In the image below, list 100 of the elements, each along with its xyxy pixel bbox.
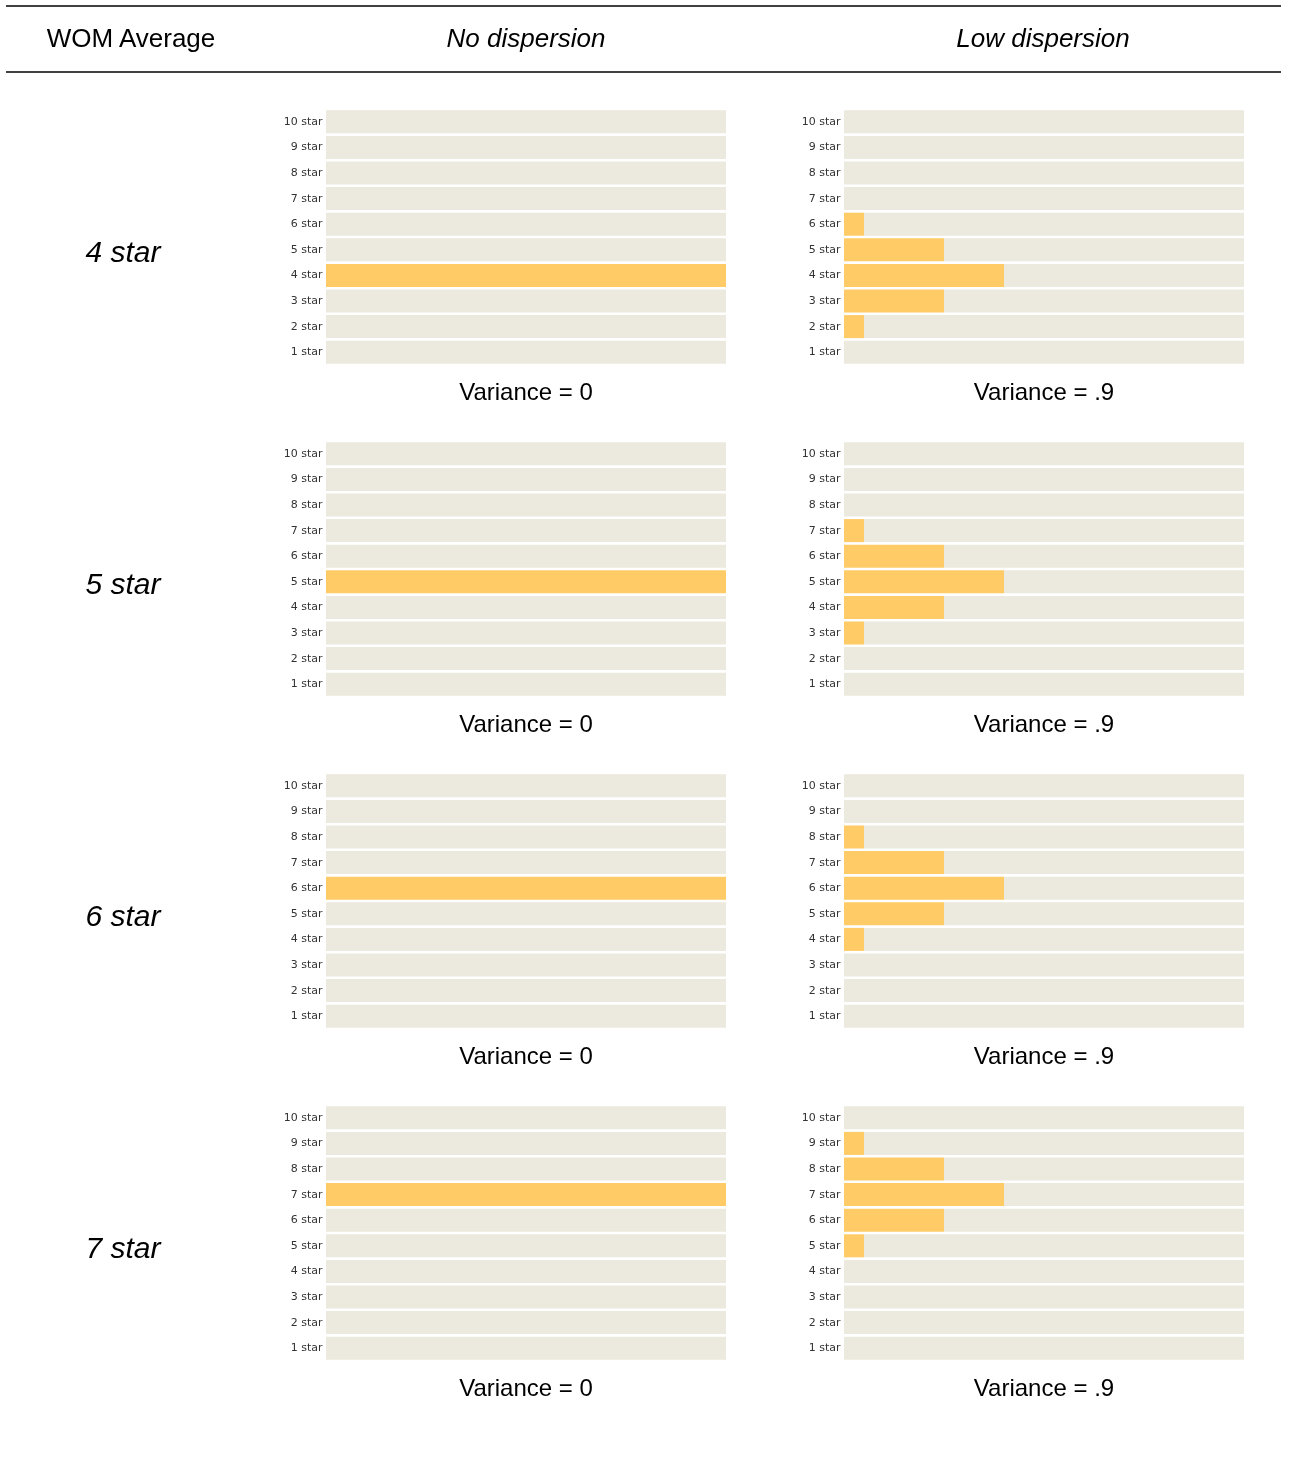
bar [844,1311,1244,1335]
bar [844,1259,1244,1283]
y-tick-label: 4 star [290,600,323,614]
y-tick-label: 3 star [808,294,841,307]
y-tick-label: 5 star [808,906,841,920]
bar [844,135,1244,159]
y-tick-label: 9 star [290,1136,323,1150]
text: Variance = 0 [459,1042,593,1069]
y-tick-label: 7 star [808,191,841,205]
bar [844,876,1004,900]
y-tick-label: 4 star [808,1264,841,1278]
bar [844,467,1244,491]
y-tick-label: 2 star [290,983,323,997]
y-tick-label: 9 star [808,804,841,818]
bar [844,672,1244,696]
text: Variance = .9 [973,710,1115,737]
y-tick-label: 10 star [283,446,323,460]
y-tick-label: 7 star [290,523,323,537]
bar [944,1208,1244,1232]
bar [864,519,1244,543]
y-tick-label: 1 star [808,345,841,359]
bar [844,1336,1244,1360]
y-tick-label: 9 star [290,472,323,486]
y-tick-label: 5 star [290,242,323,256]
bar [844,902,944,926]
bar [844,570,1004,594]
y-tick-label: 8 star [808,830,841,843]
y-tick-label: 6 star [290,549,323,563]
bar [944,238,1244,262]
chart-title: Low dispersion [956,23,1130,53]
y-tick-label: 10 star [801,1110,841,1124]
bar [844,1183,1004,1207]
y-tick-label: 2 star [808,651,841,665]
y-tick-label: 7 star [290,1187,323,1201]
y-tick-label: 5 star [290,574,323,588]
bar [1004,876,1244,900]
y-tick-label: 6 star [808,1213,841,1227]
text: WOM Average [46,23,216,53]
bar [844,212,864,236]
y-tick-label: 1 star [808,1009,841,1023]
bar [844,1004,1244,1028]
y-tick-label: 3 star [290,958,323,971]
bar [1004,570,1244,594]
bar [844,315,864,339]
y-tick-label: 4 star [808,932,841,946]
chart-title: No dispersion [446,23,606,53]
y-tick-label: 7 star [290,191,323,205]
y-tick-label: 3 star [290,1290,323,1303]
bar [1004,1183,1244,1207]
bar [864,1234,1244,1258]
bar [944,1157,1244,1181]
bar [844,595,944,619]
y-tick-label: 8 star [290,1162,323,1175]
y-tick-label: 9 star [808,140,841,154]
bar [844,621,864,645]
y-tick-label: 8 star [808,166,841,179]
bar [844,1131,864,1155]
y-tick-label: 8 star [290,166,323,179]
bar [844,340,1244,364]
y-tick-label: 7 star [290,855,323,869]
bar [944,595,1244,619]
y-tick-label: 4 star [290,1264,323,1278]
y-tick-label: 4 star [808,268,841,282]
y-tick-label: 9 star [290,140,323,154]
y-tick-label: 1 star [290,1009,323,1023]
y-tick-label: 8 star [290,498,323,511]
y-tick-label: 9 star [808,1136,841,1150]
text: Variance = 0 [459,378,593,405]
y-tick-label: 6 star [808,549,841,563]
bar [844,289,944,313]
y-tick-label: 3 star [808,958,841,971]
y-tick-label: 2 star [808,1315,841,1329]
y-tick-label: 6 star [290,217,323,231]
y-axis-title: 4 star [85,234,162,268]
bar [844,825,864,849]
bar [844,774,1244,798]
y-tick-label: 6 star [808,881,841,895]
y-tick-label: 8 star [808,498,841,511]
bar [844,1106,1244,1130]
y-tick-label: 2 star [808,319,841,333]
y-tick-label: 4 star [290,268,323,282]
y-tick-label: 1 star [290,345,323,359]
bar [944,544,1244,568]
y-tick-label: 5 star [290,906,323,920]
y-axis-title: 7 star [85,1230,162,1264]
y-axis-title: 5 star [85,566,162,600]
y-tick-label: 6 star [290,881,323,895]
text: Variance = .9 [973,1042,1115,1069]
y-tick-label: 5 star [808,242,841,256]
bar [844,799,1244,823]
bar [864,315,1244,339]
y-tick-label: 6 star [808,217,841,231]
bar [944,851,1244,875]
bar [1004,263,1244,287]
y-tick-label: 4 star [290,932,323,946]
bar [864,927,1244,951]
y-tick-label: 10 star [801,778,841,792]
y-tick-label: 5 star [808,1238,841,1252]
bar [944,902,1244,926]
bar [844,1234,864,1258]
